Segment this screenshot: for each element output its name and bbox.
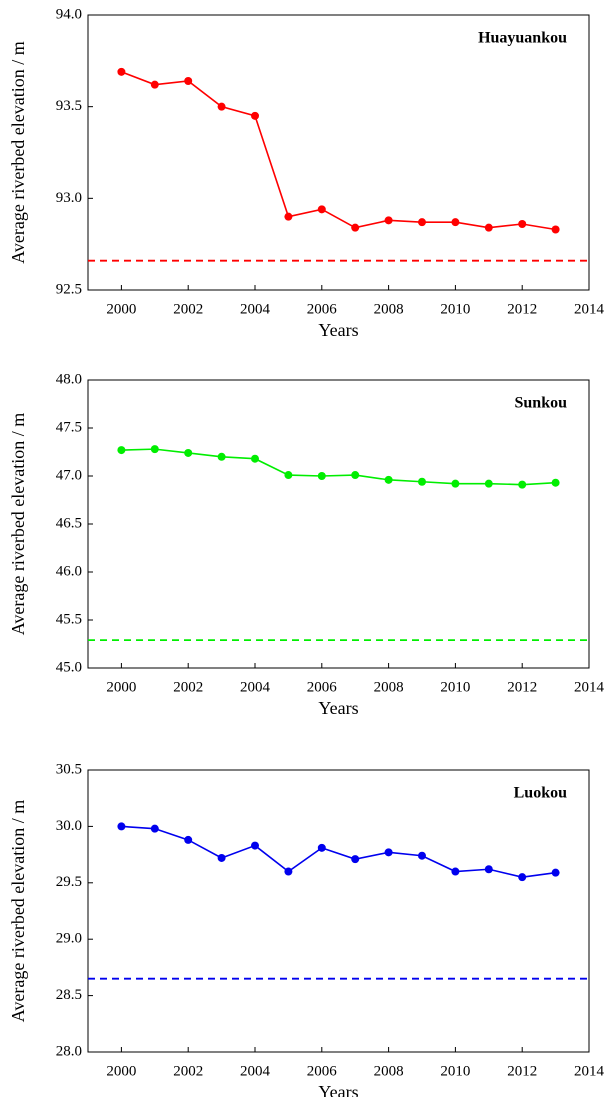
data-point xyxy=(351,223,360,232)
x-axis-label: Years xyxy=(318,698,358,718)
y-tick-label: 93.5 xyxy=(56,98,82,114)
plot-frame xyxy=(87,379,590,669)
y-axis-label: Average riverbed elevation / m xyxy=(8,800,28,1023)
x-tick-label: 2002 xyxy=(173,679,203,695)
y-axis-label: Average riverbed elevation / m xyxy=(8,413,28,636)
data-point xyxy=(384,475,393,484)
y-tick-label: 48.0 xyxy=(56,371,82,387)
x-tick-label: 2006 xyxy=(307,1063,338,1079)
data-point xyxy=(117,67,126,76)
data-point xyxy=(551,868,560,877)
data-point xyxy=(451,867,460,876)
series-line xyxy=(121,448,556,486)
x-tick-label: 2010 xyxy=(440,679,470,695)
data-point xyxy=(384,848,393,857)
y-tick-label: 45.0 xyxy=(56,659,82,675)
data-point xyxy=(418,477,426,486)
data-point xyxy=(518,220,527,228)
x-tick-label: 2000 xyxy=(106,679,136,695)
data-point xyxy=(284,471,293,480)
data-point xyxy=(217,452,226,461)
panel-title: Sunkou xyxy=(515,395,568,412)
data-point xyxy=(418,851,426,860)
data-point xyxy=(284,212,293,221)
data-point xyxy=(551,225,560,234)
x-tick-label: 2006 xyxy=(307,679,338,695)
series-line xyxy=(121,71,556,231)
data-point xyxy=(251,454,259,463)
data-point xyxy=(484,223,493,232)
x-tick-label: 2002 xyxy=(173,301,203,317)
x-tick-label: 2014 xyxy=(574,679,605,695)
x-tick-label: 2006 xyxy=(307,301,338,317)
y-axis-label: Average riverbed elevation / m xyxy=(8,41,28,264)
y-tick-label: 28.5 xyxy=(56,987,82,1003)
y-tick-label: 45.5 xyxy=(56,611,82,627)
x-tick-label: 2008 xyxy=(374,301,404,317)
data-point xyxy=(484,479,493,488)
data-point xyxy=(284,867,293,876)
x-tick-label: 2004 xyxy=(240,301,271,317)
x-tick-label: 2012 xyxy=(507,1063,537,1079)
data-point xyxy=(150,80,159,89)
x-tick-label: 2002 xyxy=(173,1063,203,1079)
x-tick-label: 2004 xyxy=(240,1063,271,1079)
x-tick-label: 2008 xyxy=(374,679,404,695)
data-point xyxy=(117,446,126,455)
data-point xyxy=(251,841,259,850)
data-point xyxy=(451,218,460,227)
data-point xyxy=(451,479,460,488)
y-tick-label: 94.0 xyxy=(56,6,82,22)
data-point xyxy=(384,216,393,225)
y-tick-label: 93.0 xyxy=(56,190,82,206)
series-line xyxy=(121,825,556,878)
y-tick-label: 29.0 xyxy=(56,931,82,947)
y-tick-label: 30.5 xyxy=(56,761,82,777)
x-tick-label: 2000 xyxy=(106,301,136,317)
x-tick-label: 2012 xyxy=(507,301,537,317)
x-tick-label: 2014 xyxy=(574,1063,605,1079)
plot-frame xyxy=(87,14,590,291)
data-point xyxy=(317,843,326,852)
data-point xyxy=(150,824,159,833)
data-point xyxy=(317,472,326,480)
y-tick-label: 29.5 xyxy=(56,874,82,890)
panel-title: Luokou xyxy=(514,785,567,802)
data-point xyxy=(518,873,527,882)
data-point xyxy=(184,835,193,844)
x-axis-label: Years xyxy=(318,1082,358,1097)
x-tick-label: 2010 xyxy=(440,301,470,317)
y-tick-label: 47.5 xyxy=(56,419,82,435)
x-axis-label: Years xyxy=(318,320,358,340)
y-tick-label: 47.0 xyxy=(56,467,82,483)
data-point xyxy=(150,445,159,454)
data-point xyxy=(251,111,259,120)
data-point xyxy=(351,471,360,480)
y-tick-label: 46.5 xyxy=(56,515,82,531)
data-point xyxy=(551,478,560,487)
data-point xyxy=(184,77,193,85)
x-tick-label: 2012 xyxy=(507,679,537,695)
y-tick-label: 28.0 xyxy=(56,1043,82,1059)
data-point xyxy=(351,855,360,864)
data-point xyxy=(418,218,426,227)
panel-title: Huayuankou xyxy=(478,30,567,47)
plot-frame xyxy=(87,769,590,1053)
data-point xyxy=(518,480,527,489)
data-point xyxy=(184,448,193,457)
data-point xyxy=(484,865,493,874)
data-point xyxy=(217,853,226,862)
x-tick-label: 2000 xyxy=(106,1063,136,1079)
x-tick-label: 2008 xyxy=(374,1063,404,1079)
y-tick-label: 92.5 xyxy=(56,281,82,297)
x-tick-label: 2004 xyxy=(240,679,271,695)
x-tick-label: 2014 xyxy=(574,301,605,317)
y-tick-label: 30.0 xyxy=(56,818,82,834)
data-point xyxy=(217,102,226,111)
data-point xyxy=(117,822,126,831)
data-point xyxy=(317,205,326,214)
x-tick-label: 2010 xyxy=(440,1063,470,1079)
y-tick-label: 46.0 xyxy=(56,563,82,579)
